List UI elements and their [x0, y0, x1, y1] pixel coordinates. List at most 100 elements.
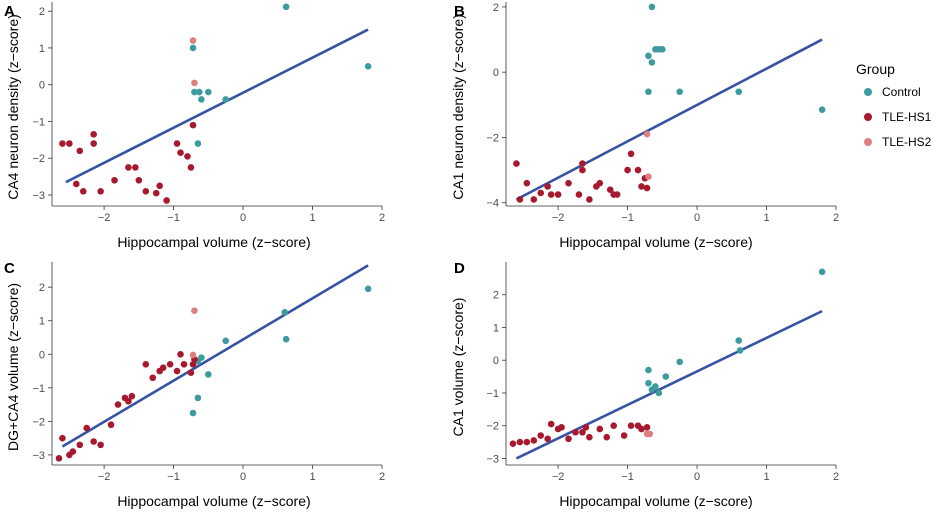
panel-d-y-tick-label: −3: [486, 453, 499, 465]
panel-b-point-tle-hs1: [523, 179, 531, 187]
panel-c-point-tle-hs1: [69, 448, 77, 455]
panel-b-point-tle-hs1: [586, 196, 593, 203]
panel-d-point-tle-hs1: [586, 433, 593, 441]
panel-d-y-tick-label: 2: [493, 290, 499, 302]
panel-d-point-control: [645, 366, 652, 374]
panel-b-y-tick-label: −2: [486, 132, 499, 144]
panel-b-point-control: [645, 52, 652, 60]
panel-a-point-tle-hs1: [184, 153, 191, 160]
panel-b-point-tle-hs1: [544, 183, 551, 190]
panel-c-point-tle-hs1: [149, 374, 157, 382]
panel-d-x-tick-label: −2: [552, 471, 565, 483]
panel-b-point-control: [645, 88, 652, 96]
panel-b-fit-line: [515, 38, 823, 201]
panel-b-point-control: [648, 3, 656, 11]
legend-label-control: Control: [882, 85, 921, 99]
panel-c-point-tle-hs1: [59, 434, 66, 442]
panel-d-point-tle-hs1: [603, 433, 611, 441]
panel-a-point-tle-hs1: [132, 164, 139, 171]
panel-a-point-control: [189, 44, 197, 52]
panel-b-point-tle-hs1: [643, 184, 651, 192]
panel-a-point-tle-hs1: [90, 140, 97, 147]
panel-c-xlabel: Hippocampal volume (z−score): [117, 493, 310, 509]
panel-a-ylabel: CA4 neuron density (z−score): [5, 14, 21, 200]
panel-c-point-tle-hs1: [187, 369, 195, 377]
panel-a-point-tle-hs1: [189, 121, 197, 129]
panel-a-x-tick-label: 1: [309, 212, 315, 224]
panel-d-x-tick-label: 0: [694, 471, 700, 483]
panel-b-xlabel: Hippocampal volume (z−score): [559, 234, 752, 250]
panel-c-point-tle-hs1: [180, 361, 188, 368]
panel-c-y-tick-label: 2: [39, 282, 45, 294]
panel-a-point-tle-hs1: [152, 189, 160, 197]
panel-a-point-tle-hs1: [79, 187, 87, 195]
panel-a-point-tle-hs1: [97, 187, 104, 195]
panel-c-point-control: [189, 409, 197, 417]
legend-label-tle-hs1: TLE-HS1: [882, 110, 932, 124]
panel-d-point-tle-hs1: [516, 438, 524, 446]
panel-a-y-tick-label: −1: [32, 116, 45, 128]
panel-c-point-tle-hs1: [125, 397, 132, 405]
panel-b-y-tick-label: −4: [486, 198, 499, 210]
panel-d-point-tle-hs1: [530, 437, 538, 444]
panel-c-y-tick-label: 0: [39, 349, 45, 361]
panel-c-x-tick-label: −1: [167, 471, 180, 483]
panel-b-point-control: [676, 88, 683, 96]
panel-c-point-control: [281, 309, 289, 316]
panel-d-point-tle-hs1: [523, 438, 531, 446]
panel-d-point-tle-hs1: [537, 432, 545, 439]
legend-title: Group: [856, 61, 895, 77]
panel-d-y-tick-label: 0: [493, 355, 499, 367]
panel-b-point-tle-hs1: [624, 166, 631, 174]
panel-c-point-tle-hs1: [142, 361, 150, 368]
panel-c-plot: −2 −1 0 1 2 −3 −2 −1 0 1 2: [32, 262, 385, 483]
panel-a-point-tle-hs1: [163, 197, 170, 204]
panel-d-fit-line: [515, 309, 823, 460]
panel-c-point-tle-hs1: [55, 454, 63, 462]
panel-a: A Hippocampal volume (z−score) CA4 neuro…: [4, 2, 385, 250]
panel-letter-d: D: [454, 260, 465, 277]
legend-entry-tle-hs1: TLE-HS1: [864, 110, 932, 124]
panel-c-point-control: [282, 335, 290, 343]
panel-b-ylabel: CA1 neuron density (z−score): [450, 14, 466, 200]
panel-a-y-tick-label: −2: [32, 153, 45, 165]
panel-letter-a: A: [4, 3, 15, 20]
panel-d-plot: −2 −1 0 1 2 −3 −2 −1 0 1 2: [486, 262, 839, 483]
panel-d-point-tle-hs1: [572, 428, 579, 436]
panel-b-point-tle-hs1: [627, 150, 635, 158]
panel-a-point-tle-hs1: [90, 131, 97, 138]
panel-c-x-tick-label: 2: [379, 471, 385, 483]
panel-d-point-control: [645, 379, 652, 387]
panel-d-point-control: [818, 268, 826, 276]
panel-c-point-tle-hs1: [97, 441, 104, 449]
panel-b-point-tle-hs2: [645, 173, 652, 180]
panel-a-point-control: [195, 88, 203, 96]
panel-c-point-tle-hs1: [128, 392, 136, 400]
panel-d-point-tle-hs1: [582, 424, 590, 431]
panel-a-x-tick-label: −1: [167, 212, 180, 224]
panel-c-point-tle-hs1: [83, 424, 91, 432]
panel-d-point-tle-hs1: [579, 428, 586, 436]
panel-a-point-tle-hs1: [177, 149, 184, 157]
legend-swatch-control: [864, 88, 872, 96]
panel-c-x-tick-label: −2: [98, 471, 111, 483]
panel-c-point-tle-hs1: [90, 438, 97, 445]
panel-a-plot: −2 −1 0 1 2 −3 −2 −1 0 1 2: [32, 2, 385, 224]
panel-d-x-tick-label: −1: [621, 471, 634, 483]
panel-b-point-tle-hs1: [579, 166, 586, 174]
panel-c-point-tle-hs1: [114, 401, 122, 408]
panel-b-point-tle-hs1: [513, 160, 520, 167]
panel-d-point-control: [648, 386, 656, 393]
panel-d-point-tle-hs1: [544, 435, 551, 443]
panel-a-point-tle-hs1: [111, 176, 118, 184]
panel-d-point-tle-hs1: [596, 425, 604, 433]
panel-a-point-control: [282, 3, 290, 11]
legend: Group Control TLE-HS1 TLE-HS2: [856, 61, 932, 149]
panel-a-point-tle-hs1: [142, 187, 150, 195]
panel-a-x-tick-label: 0: [240, 212, 246, 224]
panel-c-fit-line: [61, 264, 369, 448]
panel-a-y-tick-label: 1: [39, 43, 45, 55]
panel-c-point-tle-hs1: [166, 361, 174, 368]
panel-b-x-tick-label: 0: [694, 212, 700, 224]
